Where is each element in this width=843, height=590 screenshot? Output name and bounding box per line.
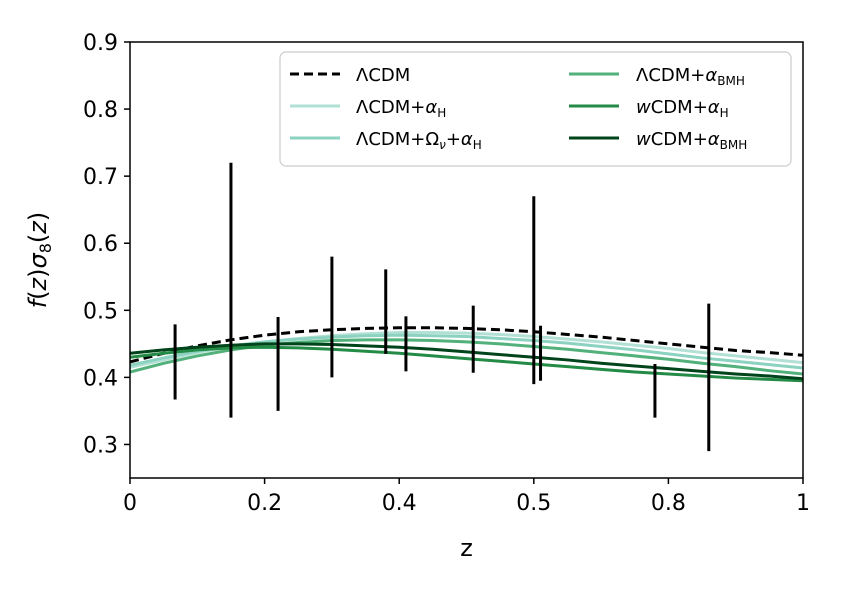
x-axis-label: z [460,534,473,562]
x-tick-label: 0.2 [247,491,282,516]
y-tick-label: 0.4 [83,366,118,391]
y-tick-label: 0.6 [83,232,118,257]
plot-frame [129,41,804,479]
series-layer [130,326,803,383]
y-axis-label: f(z)σ8(z) [24,212,55,309]
x-tick-label: 0.8 [651,491,686,516]
y-tick-label: 0.8 [83,98,118,123]
legend: ΛCDM ΛCDM+αH ΛCDM+Ων+αH ΛCDM+αBMH wCDM+αH wCD… [279,51,792,167]
legend-label-3: ΛCDM+Ων+αH [356,129,482,152]
x-tick-label: 1 [796,491,810,516]
x-tick-label: 0 [123,491,137,516]
x-tick-label: 0.4 [382,491,417,516]
ticks-layer: 0 0.2 0.4 0.5 0.8 1 0.3 0.4 0.5 0.6 0.7 0.8 0.9 [83,31,810,516]
legend-label-2: ΛCDM+αH [356,97,446,120]
legend-label-5: wCDM+αH [636,97,729,120]
legend-label-6: wCDM+αBMH [636,129,747,152]
legend-frame [279,51,792,167]
y-tick-label: 0.5 [83,299,118,324]
series-line-1 [130,326,803,364]
x-tick-label: 0.5 [516,491,551,516]
y-tick-label: 0.3 [83,433,118,458]
y-tick-label: 0.7 [83,165,118,190]
series-line-5 [130,345,803,383]
legend-label-1: ΛCDM [356,65,410,86]
errorbar-layer [173,162,711,452]
series-line-6 [130,342,803,381]
y-tick-label: 0.9 [83,31,118,56]
legend-label-4: ΛCDM+αBMH [636,65,745,88]
